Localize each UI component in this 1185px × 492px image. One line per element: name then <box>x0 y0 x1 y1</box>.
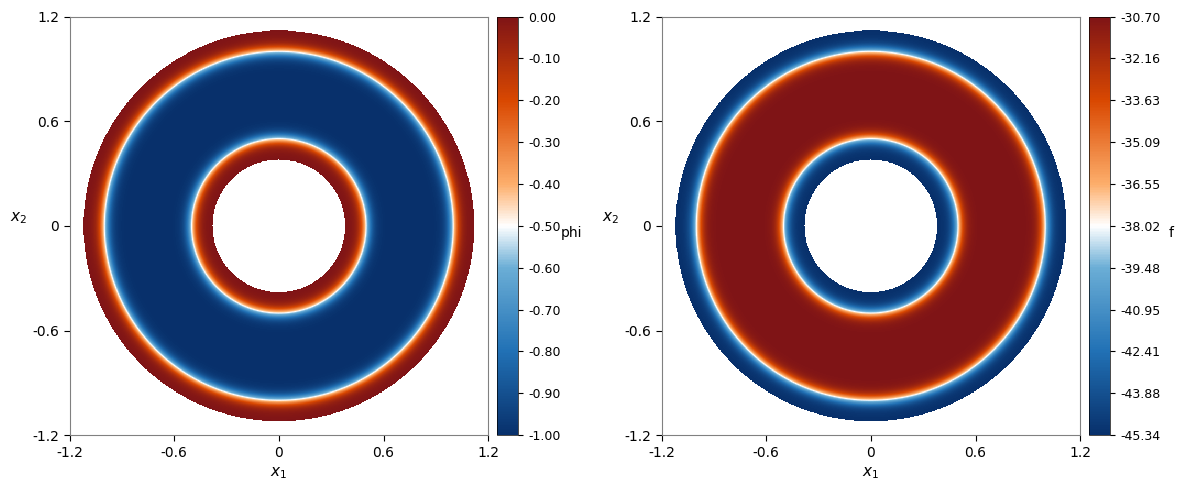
Y-axis label: $x_2$: $x_2$ <box>602 210 619 226</box>
Y-axis label: f: f <box>1168 226 1174 240</box>
X-axis label: $x_1$: $x_1$ <box>270 465 288 481</box>
Y-axis label: phi: phi <box>561 226 582 240</box>
X-axis label: $x_1$: $x_1$ <box>863 465 879 481</box>
Y-axis label: $x_2$: $x_2$ <box>9 210 27 226</box>
